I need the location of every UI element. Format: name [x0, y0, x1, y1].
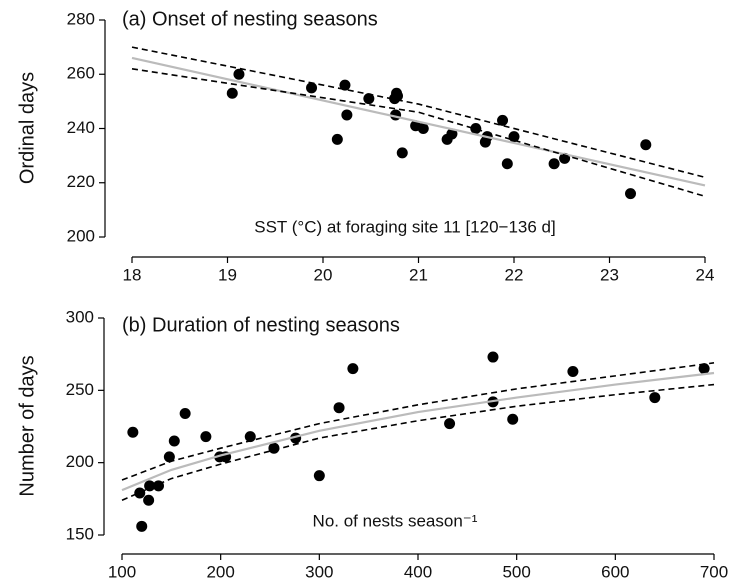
- data-point: [567, 366, 579, 378]
- x-tick-label: 300: [305, 562, 333, 580]
- y-tick-label: 150: [66, 524, 94, 543]
- y-tick-label: 260: [67, 64, 95, 83]
- data-point: [163, 451, 175, 463]
- data-point: [331, 133, 343, 145]
- x-axis-label: No. of nests season⁻¹: [313, 511, 478, 530]
- data-point: [508, 131, 520, 143]
- data-point: [396, 147, 408, 159]
- data-point: [341, 109, 353, 121]
- y-tick-label: 300: [66, 307, 94, 326]
- data-point: [649, 392, 661, 404]
- data-point: [497, 114, 509, 126]
- data-point: [339, 79, 351, 91]
- data-point: [136, 520, 148, 532]
- data-point: [268, 442, 280, 454]
- confidence-line: [131, 68, 706, 198]
- data-point: [347, 363, 359, 375]
- y-tick-label: 200: [66, 452, 94, 471]
- x-tick-label: 22: [505, 265, 524, 284]
- data-point: [226, 87, 238, 99]
- data-point: [134, 487, 146, 499]
- confidence-line: [121, 362, 715, 481]
- x-tick-label: 23: [600, 265, 619, 284]
- x-tick-label: 100: [108, 562, 136, 580]
- data-point: [625, 188, 637, 200]
- panel-title: (b) Duration of nesting seasons: [122, 314, 400, 336]
- confidence-line: [121, 383, 715, 502]
- data-point: [233, 68, 245, 80]
- fit-line: [121, 371, 715, 492]
- y-tick-label: 220: [67, 172, 95, 191]
- panel-title: (a) Onset of nesting seasons: [122, 8, 378, 30]
- data-point: [548, 158, 560, 170]
- data-point: [306, 82, 318, 94]
- data-point: [179, 407, 191, 419]
- y-axis-label: Ordinal days: [16, 72, 38, 184]
- data-point: [333, 402, 345, 414]
- y-tick-label: 250: [66, 380, 94, 399]
- data-point: [446, 128, 458, 140]
- data-point: [244, 431, 256, 443]
- x-axis-label: SST (°C) at foraging site 11 [120−136 d]: [254, 217, 555, 236]
- data-point: [143, 494, 155, 506]
- y-tick-label: 280: [67, 9, 95, 28]
- data-point: [507, 413, 519, 425]
- data-point: [470, 123, 482, 134]
- data-point: [168, 435, 180, 447]
- data-point: [417, 123, 429, 134]
- x-tick-label: 24: [696, 265, 715, 284]
- data-point: [640, 139, 652, 151]
- data-point: [363, 93, 375, 105]
- x-tick-label: 21: [409, 265, 428, 284]
- data-point: [391, 90, 403, 102]
- data-point: [144, 480, 156, 492]
- x-tick-label: 500: [502, 562, 530, 580]
- x-tick-label: 200: [206, 562, 234, 580]
- data-point: [487, 351, 499, 363]
- data-point: [127, 426, 139, 438]
- x-tick-label: 19: [218, 265, 237, 284]
- data-point: [200, 431, 212, 443]
- y-tick-label: 200: [67, 226, 95, 245]
- data-point: [444, 418, 456, 430]
- y-axis-label: Number of days: [16, 355, 38, 496]
- x-tick-label: 20: [314, 265, 333, 284]
- x-tick-label: 700: [700, 562, 728, 580]
- data-point: [698, 363, 710, 375]
- fit-line: [131, 56, 706, 187]
- x-tick-label: 18: [123, 265, 142, 284]
- data-point: [313, 470, 325, 482]
- y-tick-label: 240: [67, 118, 95, 137]
- x-tick-label: 400: [404, 562, 432, 580]
- confidence-line: [131, 46, 706, 179]
- data-point: [501, 158, 513, 170]
- x-tick-label: 600: [601, 562, 629, 580]
